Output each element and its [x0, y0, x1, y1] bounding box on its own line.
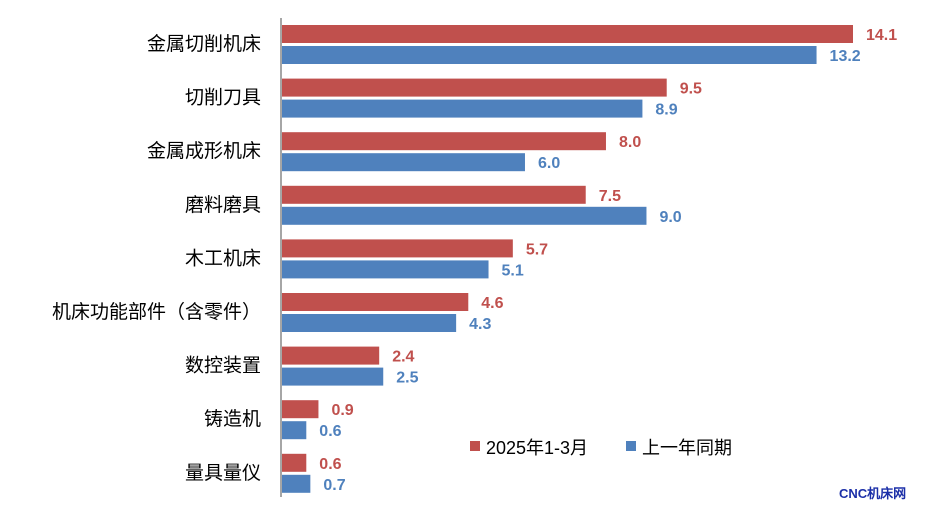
bar-series-1 [282, 25, 853, 43]
bar-series-1 [282, 453, 307, 472]
value-label-series-1: 8.0 [619, 134, 641, 151]
bar-series-2 [282, 46, 817, 64]
bar-series-2 [282, 99, 643, 118]
value-label-series-1: 7.5 [599, 188, 621, 205]
value-label-series-1: 0.9 [331, 402, 353, 419]
bar-series-1 [282, 400, 319, 419]
value-label-series-1: 4.6 [481, 295, 503, 312]
value-label-series-2: 4.3 [469, 316, 491, 333]
category-label: 数控装置 [185, 355, 261, 377]
category-label: 木工机床 [185, 247, 261, 269]
bar-series-2 [282, 474, 311, 493]
value-label-series-1: 9.5 [680, 81, 702, 98]
bar-series-2 [282, 206, 647, 225]
legend-swatch-series-1 [470, 441, 480, 451]
value-label-series-2: 13.2 [830, 48, 861, 65]
value-label-series-2: 8.9 [655, 102, 677, 119]
bar-series-1 [282, 346, 380, 365]
bars-group [282, 25, 853, 493]
legend-swatch-series-2 [626, 441, 636, 451]
value-label-series-2: 5.1 [502, 262, 524, 279]
legend-label-series-2: 上一年同期 [642, 438, 732, 458]
value-label-series-1: 2.4 [392, 349, 414, 366]
value-label-series-2: 0.7 [323, 477, 345, 494]
value-labels-group: 14.1 13.2 9.58.9 8.0 6.0 7.5 9.0 5.75.1 4.6 4.3 2.… [319, 27, 897, 494]
bar-series-2 [282, 314, 457, 332]
category-label: 量具量仪 [185, 462, 261, 484]
category-label: 磨料磨具 [185, 194, 261, 216]
bar-series-1 [282, 293, 469, 311]
watermark-text: CNC机床网 [839, 486, 906, 501]
value-label-series-2: 6.0 [538, 155, 560, 172]
bar-series-1 [282, 78, 667, 97]
legend: 2025年1-3月 上一年同期 [470, 438, 732, 458]
category-label: 金属切削机床 [147, 33, 261, 55]
bar-series-1 [282, 185, 586, 204]
bar-series-1 [282, 132, 606, 151]
value-label-series-2: 0.6 [319, 423, 341, 440]
category-label: 铸造机 [204, 408, 261, 430]
category-label: 切削刀具 [185, 87, 261, 109]
value-label-series-1: 5.7 [526, 241, 548, 258]
value-label-series-1: 14.1 [866, 27, 897, 44]
category-label: 金属成形机床 [147, 140, 261, 162]
bar-series-2 [282, 153, 525, 172]
value-label-series-1: 0.6 [319, 456, 341, 473]
value-label-series-2: 2.5 [396, 370, 418, 387]
bar-series-2 [282, 421, 307, 440]
category-label: 机床功能部件（含零件） [52, 301, 261, 323]
legend-label-series-1: 2025年1-3月 [486, 438, 588, 458]
bar-series-1 [282, 239, 513, 258]
bar-series-2 [282, 260, 489, 279]
bar-series-2 [282, 367, 384, 386]
value-label-series-2: 9.0 [659, 209, 681, 226]
